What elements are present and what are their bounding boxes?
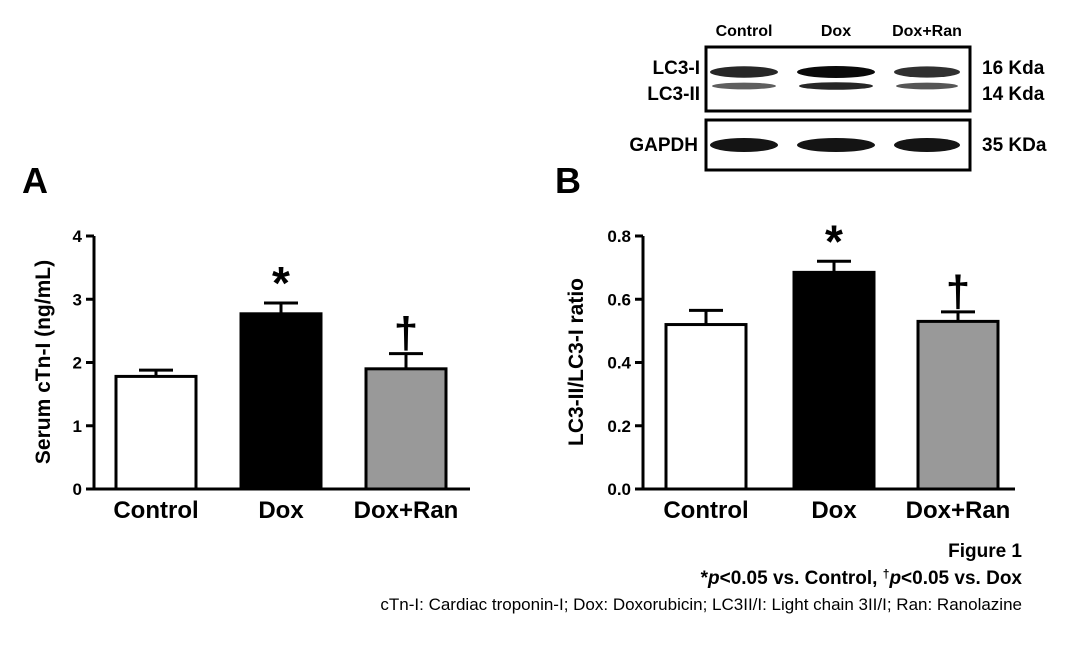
panel-a-significance-dagger: † (394, 309, 418, 358)
blot-lane-label-control: Control (716, 23, 773, 40)
panel-a-bar-control (114, 374, 198, 491)
blot-band-lc3-ii (896, 82, 958, 90)
blot-lane-label-dox: Dox (821, 23, 851, 40)
blot-band-gapdh (710, 138, 778, 152)
panel-a-category-label: Dox (258, 497, 304, 524)
significance-note: *p<0.05 vs. Control, †p<0.05 vs. Dox (701, 567, 1022, 590)
panel-b-y-tick-label: 0.0 (607, 480, 631, 499)
panel-b-y-tick-label: 0.6 (607, 290, 631, 309)
panel-letter-a: A (22, 160, 48, 201)
panel-b-category-label: Control (663, 497, 748, 524)
panel-b-y-tick-label: 0.8 (607, 227, 631, 246)
panel-b-significance-star: * (825, 215, 843, 267)
panel-a-y-tick-label: 1 (73, 417, 82, 436)
panel-a-y-tick-label: 2 (73, 354, 82, 373)
western-blot: Control Dox Dox+Ran LC3-I LC3-II GAPDH 1… (629, 23, 1047, 172)
panel-a-category-label: Dox+Ran (354, 497, 459, 524)
sig-star: * (700, 568, 708, 589)
panel-a-bar-doxran (364, 367, 448, 491)
panel-b-category-label: Dox+Ran (906, 497, 1011, 524)
blot-band-lc3-i (710, 66, 778, 78)
panel-b-significance-dagger: † (946, 267, 970, 316)
panel-b-bar-dox (792, 270, 876, 491)
panel-a-category-label: Control (113, 497, 198, 524)
blot-size-35kda: 35 KDa (982, 135, 1047, 156)
sig-p-italic-2: p (889, 568, 902, 589)
y-axis-label-a: Serum cTn-I (ng/mL) (32, 260, 55, 464)
sig-dagger: † (882, 567, 890, 581)
blot-label-lc3-i: LC3-I (653, 58, 701, 79)
blot-band-lc3-i (797, 66, 875, 78)
blot-lane-label-doxran: Dox+Ran (892, 23, 962, 40)
blot-frame-lc3 (704, 45, 972, 113)
sig-text-2: <0.05 vs. Dox (901, 568, 1022, 589)
panel-b-bar-doxran (916, 319, 1000, 491)
panel-letter-b: B (555, 160, 581, 201)
chart-panel-a: Serum cTn-I (ng/mL) 0 1 2 3 4 Control * Dox † Dox… (32, 227, 470, 524)
panel-b-category-label: Dox (811, 497, 857, 524)
chart-panel-b: LC3-II/LC3-I ratio 0.0 0.2 0.4 0.6 0.8 Contro… (565, 215, 1015, 524)
blot-band-lc3-ii (712, 82, 776, 90)
panel-a-significance-star: * (272, 257, 290, 309)
panel-a-y-tick-label: 4 (73, 227, 83, 246)
panel-a-y-tick-label: 0 (73, 480, 82, 499)
panel-a-y-tick-label: 3 (73, 290, 82, 309)
panel-a-bar-dox (239, 312, 323, 491)
blot-label-lc3-ii: LC3-II (647, 84, 700, 105)
blot-size-14kda: 14 Kda (982, 84, 1045, 105)
sig-p-italic-1: p (707, 568, 720, 589)
blot-band-lc3-i (894, 66, 960, 78)
panel-b-bar-control (664, 323, 748, 491)
blot-band-gapdh (894, 138, 960, 152)
blot-label-gapdh: GAPDH (629, 135, 698, 156)
y-axis-label-b: LC3-II/LC3-I ratio (565, 278, 588, 446)
blot-size-16kda: 16 Kda (982, 58, 1045, 79)
sig-text-1: <0.05 vs. Control, (719, 568, 883, 589)
figure-title: Figure 1 (948, 541, 1022, 562)
panel-b-y-tick-label: 0.2 (607, 417, 631, 436)
blot-band-gapdh (797, 138, 875, 152)
panel-b-y-tick-label: 0.4 (607, 354, 631, 373)
abbreviations-note: cTn-I: Cardiac troponin-I; Dox: Doxorubi… (380, 595, 1022, 614)
blot-band-lc3-ii (799, 82, 873, 90)
